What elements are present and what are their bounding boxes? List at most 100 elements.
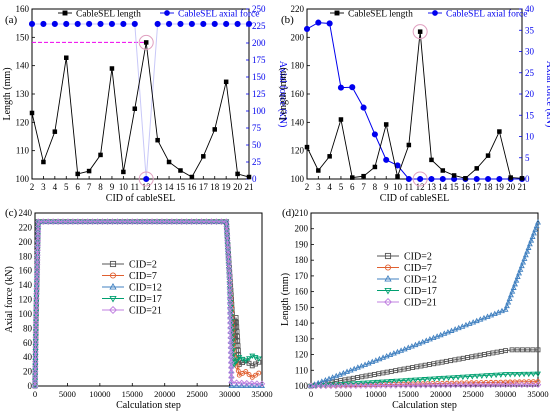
y-tick-label: 160 [16,4,30,14]
data-point [233,315,239,320]
data-point-axial-force [211,20,218,28]
data-point [379,379,386,386]
x-tick-label: 20000 [154,389,175,399]
data-point [54,218,62,225]
data-point [235,338,241,344]
data-point [444,328,451,335]
data-point [472,381,479,389]
data-point [407,377,414,384]
data-point [513,277,520,283]
data-point [512,280,518,287]
data-point-length [485,153,491,158]
data-point [517,266,524,272]
legend-label: CID=21 [129,306,162,317]
data-point [484,313,491,319]
data-point [33,285,40,292]
y-tick-label: 0 [28,381,33,391]
data-point-length [519,176,525,181]
data-point [487,381,494,389]
data-point [488,312,495,318]
data-point [390,350,397,356]
x-tick-label: 5000 [335,389,352,399]
y2-tick-label: 40 [525,4,535,14]
x-tick-label: 20 [233,182,243,192]
data-point [31,368,39,375]
data-point [32,338,39,346]
data-point [208,218,215,225]
data-point-axial-force [108,20,115,28]
data-point-axial-force [383,156,390,163]
data-point [32,304,40,312]
y2-tick-label: 10 [525,132,535,142]
y2-tick-label: 0 [252,174,257,184]
y-tick-label: 150 [16,32,30,42]
x-tick-label: 16 [187,182,197,192]
data-point [507,381,515,388]
data-point [178,218,186,225]
data-point [315,379,322,386]
data-point [337,382,345,390]
data-point [372,357,379,363]
data-point [114,218,121,225]
data-point-length [350,175,355,180]
data-point [31,377,39,385]
y-tick-label: 80 [23,323,33,333]
data-point [340,369,347,376]
data-point [401,345,408,352]
data-point [521,255,528,261]
y2-tick-label: 225 [252,21,266,31]
data-point [372,382,380,389]
data-point [492,381,499,389]
legend-marker [384,252,392,260]
data-point [84,218,91,225]
legend-marker-force [432,10,438,16]
data-point [383,379,390,385]
y-tick-label: 220 [19,222,33,232]
data-point [426,336,433,342]
data-point [530,371,537,378]
data-point [351,365,358,372]
y-tick-label: 110 [295,365,309,375]
data-point [380,354,387,360]
data-point [365,360,372,366]
data-point [362,361,369,367]
legend-label: CID=7 [404,263,432,274]
data-point [32,314,40,321]
data-point [243,382,250,389]
plot-frame [31,8,250,180]
data-point-axial-force [439,175,446,183]
data-point [249,374,255,380]
data-point-axial-force [349,84,356,91]
data-point [478,373,485,379]
data-point [238,379,245,387]
data-point [437,331,444,338]
y2-tick-label: 15 [525,110,535,120]
y2-tick-label: 200 [252,38,266,48]
data-point [447,381,454,389]
data-point-length [316,168,321,173]
data-point [213,218,220,225]
x-tick-label: 10 [393,182,403,192]
data-point [369,358,376,365]
data-point [34,242,41,249]
data-point [233,319,239,325]
data-point [507,379,513,385]
data-point-length [338,117,344,122]
data-point-axial-force [86,20,93,28]
data-point [499,307,505,314]
data-point-length [29,110,35,116]
data-point [522,251,529,258]
data-point [355,381,362,387]
data-point-axial-force [177,20,184,28]
data-point [33,275,41,283]
x-tick-label: 13 [427,182,437,192]
data-point-length [201,154,206,159]
data-point-length [143,40,149,45]
x-tick-label: 4 [53,182,58,192]
x-tick-label: 20000 [430,389,451,399]
data-point-length [189,174,195,180]
x-tick-label: 2 [305,182,310,192]
data-point-length [246,174,252,180]
data-point [377,382,385,389]
